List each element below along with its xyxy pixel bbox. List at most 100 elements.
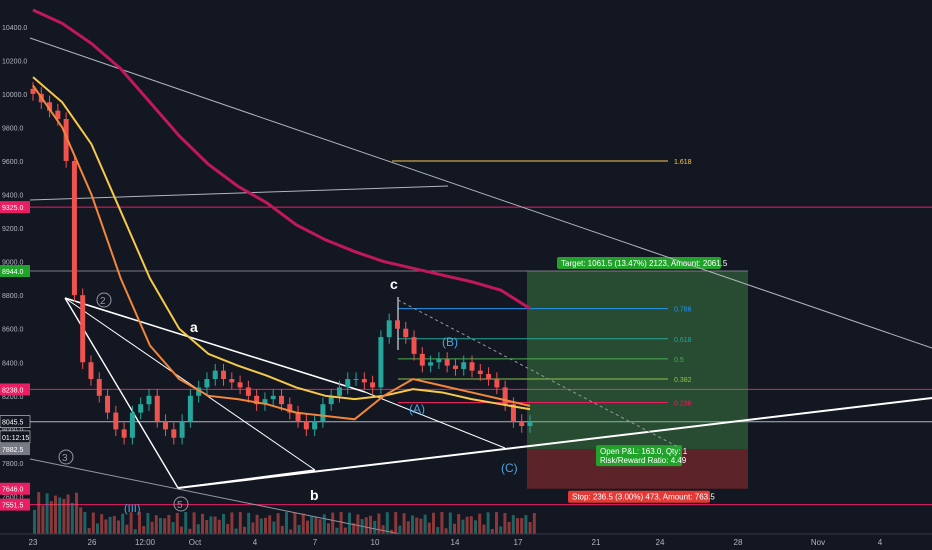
volume-bar [188, 528, 192, 534]
volume-bar [205, 520, 209, 534]
candle-body [436, 358, 442, 363]
candle-body [419, 353, 425, 366]
volume-bar [377, 513, 381, 534]
volume-bar [83, 512, 87, 534]
downtrend-line-upper[interactable] [29, 37, 932, 349]
target-zone[interactable] [527, 271, 748, 450]
candle-body [171, 429, 177, 438]
volume-bar [66, 494, 70, 534]
wave-labels: a b c (A) (B) (C) 2 3 5 (III) [58, 276, 518, 515]
volume-bar [159, 517, 162, 534]
wave-label-B: (B) [442, 335, 458, 349]
volume-bar [167, 514, 171, 534]
y-tick-label: 9000.0 [2, 260, 24, 267]
volume-bar [54, 495, 57, 534]
price-tags: 9325.0 8944.0 8238.0 8045.5 01:12:15 7882.5 76… [0, 201, 31, 511]
time-axis-area [0, 534, 932, 550]
price-tag-text: 7882.5 [2, 447, 24, 454]
wave-label-a: a [190, 319, 198, 335]
candle-body [262, 399, 268, 405]
x-tick-label: 4 [253, 538, 258, 547]
candle-body [270, 395, 276, 400]
long-position-tool[interactable]: Target: 1061.5 (13.47%) 2123, Amount: 20… [527, 257, 748, 503]
price-tag-text: 8944.0 [2, 269, 24, 276]
volume-bar [381, 525, 385, 534]
trend-lines[interactable] [29, 37, 932, 535]
candle-body [312, 420, 318, 430]
price-tag-box [0, 265, 30, 278]
y-tick-label: 9400.0 [2, 193, 24, 200]
volume-bar [318, 519, 322, 534]
dashed-projection[interactable] [397, 299, 681, 449]
candle-body [138, 404, 144, 413]
volume-bar [62, 498, 66, 534]
x-tick-label: 26 [88, 538, 97, 547]
volume-bar [465, 516, 469, 534]
candle-body [444, 358, 450, 366]
volume-bar [251, 522, 255, 534]
fib-label: 0.5 [674, 357, 684, 364]
wave-label-3: 3 [62, 453, 68, 464]
volume-bar [129, 512, 133, 534]
candle-body [287, 404, 293, 413]
volume-bar [150, 521, 154, 534]
volume-bar [180, 526, 183, 534]
volume-bar [289, 529, 293, 534]
volume-bar [448, 512, 452, 534]
price-tag-box [0, 201, 30, 214]
x-tick-label: 10 [371, 538, 380, 547]
volume-bar [222, 513, 225, 534]
y-tick-label: 10200.0 [2, 58, 27, 65]
candle-body [328, 395, 334, 405]
volume-bar [469, 516, 473, 534]
y-tick-label: 10400.0 [2, 25, 27, 32]
volume-bar [272, 521, 276, 534]
volume-bar [499, 526, 503, 534]
wave-label-A: (A) [409, 402, 425, 416]
volume-bar [238, 512, 242, 534]
candle-body [245, 387, 251, 396]
volume-bar [96, 523, 99, 534]
wedge-upper-line[interactable] [64, 297, 366, 393]
volume-bar [440, 512, 444, 534]
volume-bar [142, 526, 146, 534]
lower-channel-line[interactable] [29, 458, 401, 535]
wave-circle-5 [173, 496, 189, 512]
wave-line-2[interactable] [64, 297, 316, 471]
candle-body [254, 395, 260, 405]
support-trendline[interactable] [177, 397, 932, 489]
price-tag-box [0, 498, 30, 511]
candle-body [187, 395, 193, 421]
candle-body [88, 362, 94, 380]
volume-bar [495, 512, 498, 534]
volume-bar [112, 516, 116, 534]
volume-bar [490, 529, 494, 534]
candle-body [411, 337, 417, 354]
resistance-line[interactable] [29, 185, 449, 201]
volume-bar [247, 512, 251, 534]
volume-bar [520, 518, 524, 534]
volume-bar [125, 524, 129, 534]
candle-body [71, 160, 77, 296]
volume-bar [360, 519, 364, 534]
volume-bar [146, 513, 150, 534]
wave-line-3[interactable] [177, 469, 316, 489]
volume-bar [87, 528, 91, 534]
volume-bar [171, 522, 175, 534]
candle-body [55, 110, 61, 120]
moving-averages [32, 8, 531, 421]
x-tick-label: 7 [313, 538, 318, 547]
volume-bar [427, 522, 431, 534]
volume-bars [33, 492, 536, 534]
wave-label-C: (C) [501, 461, 518, 475]
volume-bar [70, 502, 74, 534]
volume-bar [280, 525, 284, 534]
moving-average-line [32, 76, 531, 411]
volume-bar [390, 529, 393, 534]
fib-retracement[interactable]: 1.618 0.786 0.618 0.5 0.382 0.236 [392, 159, 692, 408]
svg-text:Target: 1061.5 (13.47%) 2123,: Target: 1061.5 (13.47%) 2123, Amount: 20… [561, 259, 728, 268]
wave-line-4[interactable] [364, 391, 506, 449]
volume-bar [482, 524, 486, 534]
volume-bar [322, 514, 326, 534]
